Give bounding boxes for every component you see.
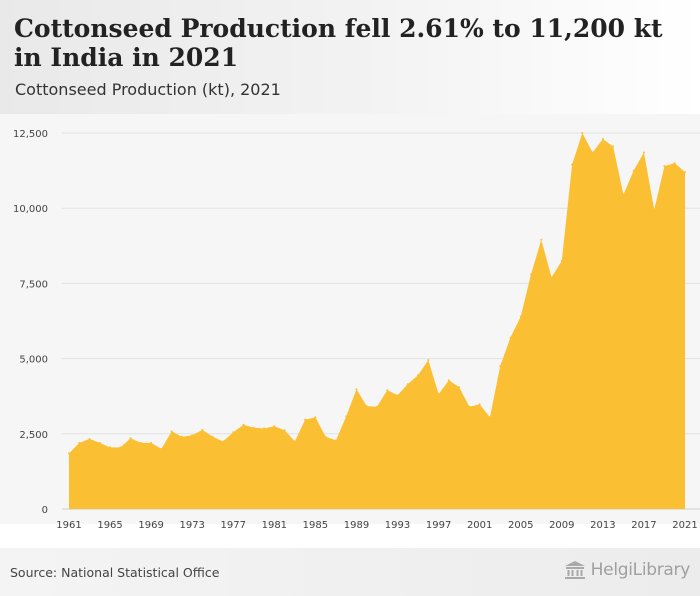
data-point — [191, 434, 194, 437]
data-point — [345, 415, 348, 418]
data-point — [139, 441, 142, 444]
x-tick-label: 1961 — [56, 520, 81, 531]
chart-title: Cottonseed Production fell 2.61% to 11,2… — [14, 14, 663, 72]
data-point — [632, 169, 635, 172]
data-point — [365, 405, 368, 408]
x-tick-label: 1977 — [221, 520, 246, 531]
data-point — [129, 437, 132, 440]
data-point — [663, 165, 666, 168]
area-series-layer — [69, 133, 685, 509]
data-point — [417, 374, 420, 377]
data-point — [427, 359, 430, 362]
data-point — [355, 388, 358, 391]
x-tick-label: 1993 — [385, 520, 410, 531]
x-tick-label: 1997 — [426, 520, 451, 531]
data-point — [283, 429, 286, 432]
data-point — [98, 441, 101, 444]
data-point — [550, 276, 553, 279]
data-point — [293, 440, 296, 443]
data-point — [304, 418, 307, 421]
data-point — [581, 132, 584, 134]
x-tick-label: 1989 — [344, 520, 369, 531]
data-point — [622, 193, 625, 196]
data-point — [201, 428, 204, 431]
data-point — [386, 389, 389, 392]
data-point — [211, 435, 214, 438]
y-axis-tick-labels: 0 2,500 5,000 7,500 10,000 12,500 — [13, 129, 48, 516]
data-point — [68, 452, 70, 455]
data-point — [509, 336, 512, 339]
data-point — [232, 431, 235, 434]
data-point — [314, 416, 317, 419]
chart-header: Cottonseed Production fell 2.61% to 11,2… — [0, 0, 700, 114]
data-point — [150, 441, 153, 444]
data-point — [458, 386, 461, 389]
data-point — [170, 430, 173, 433]
data-point — [119, 446, 122, 449]
y-tick-label: 5,000 — [19, 355, 48, 366]
data-point — [252, 426, 255, 429]
data-point — [684, 171, 686, 174]
x-tick-label: 1973 — [179, 520, 204, 531]
data-point — [406, 383, 409, 386]
data-point — [519, 315, 522, 318]
x-tick-label: 2017 — [631, 520, 656, 531]
data-point — [591, 151, 594, 154]
data-point — [437, 393, 440, 396]
chart-footer: Source: National Statistical Office Helg… — [0, 548, 700, 596]
x-axis-tick-labels: 1961 1965 1969 1973 1977 1981 1985 1989 1993 1997… — [56, 520, 697, 531]
data-point — [571, 163, 574, 166]
y-tick-label: 12,500 — [13, 129, 48, 140]
data-point — [601, 138, 604, 141]
data-point — [88, 437, 91, 440]
y-tick-label: 10,000 — [13, 204, 48, 215]
x-tick-label: 1981 — [262, 520, 287, 531]
data-point — [396, 394, 399, 397]
x-tick-label: 2021 — [672, 520, 697, 531]
data-point — [468, 405, 471, 408]
data-point — [488, 416, 491, 419]
data-point — [540, 238, 543, 241]
x-tick-label: 2005 — [508, 520, 533, 531]
x-tick-label: 2009 — [549, 520, 574, 531]
data-point — [653, 208, 656, 211]
y-tick-label: 7,500 — [19, 279, 48, 290]
data-point — [478, 403, 481, 406]
data-point — [324, 435, 327, 438]
bank-building-icon — [564, 561, 585, 579]
x-tick-label: 1969 — [138, 520, 163, 531]
data-point — [160, 447, 163, 450]
data-point — [560, 259, 563, 262]
data-point — [642, 151, 645, 154]
x-tick-label: 2013 — [590, 520, 615, 531]
data-point — [180, 435, 183, 438]
data-point — [109, 446, 112, 449]
logo-text: HelgiLibrary — [590, 560, 691, 580]
chart-subtitle: Cottonseed Production (kt), 2021 — [15, 80, 281, 99]
data-point — [222, 440, 224, 443]
data-point — [78, 441, 81, 444]
data-point — [612, 145, 615, 148]
data-point — [447, 379, 450, 382]
y-tick-label: 0 — [42, 505, 48, 516]
data-point — [499, 365, 502, 368]
cottonseed-production-area — [69, 133, 685, 509]
x-tick-label: 1965 — [97, 520, 122, 531]
data-point — [242, 423, 245, 426]
data-point — [376, 405, 378, 408]
data-point — [334, 439, 337, 442]
data-point — [673, 162, 676, 165]
data-points — [68, 132, 686, 455]
y-tick-label: 2,500 — [19, 430, 48, 441]
data-point — [263, 427, 266, 430]
data-point — [530, 273, 532, 276]
x-tick-label: 2001 — [467, 520, 492, 531]
helgilibrary-logo[interactable]: HelgiLibrary — [564, 560, 690, 580]
data-point — [273, 425, 276, 428]
source-note: Source: National Statistical Office — [10, 565, 220, 580]
x-tick-label: 1985 — [303, 520, 328, 531]
